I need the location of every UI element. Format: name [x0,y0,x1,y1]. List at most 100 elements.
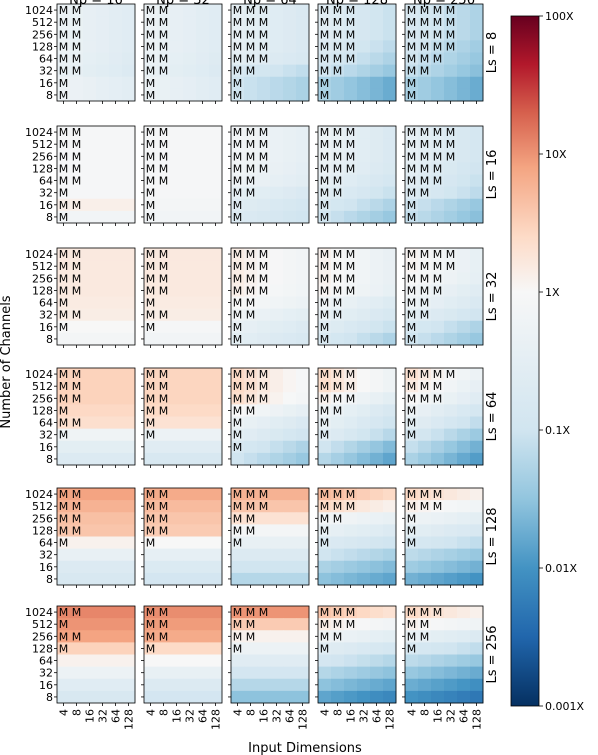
marker-label: M [407,40,417,53]
heatmap-cell [122,368,136,381]
marker-label: M [146,89,156,102]
heatmap-cell [431,248,445,261]
marker-label: M [320,537,330,550]
marker-label: M [259,138,269,151]
heatmap-cell [70,500,84,513]
heatmap-cell [296,416,310,430]
heatmap-cell [405,606,419,619]
heatmap-cell [122,40,136,53]
heatmap-cell [70,4,84,17]
heatmap-cell [96,284,110,297]
heatmap-cell [231,380,245,393]
marker-label: M [320,618,330,631]
heatmap-cell [109,428,123,442]
x-tick-label: 128 [471,709,484,730]
y-tick-label: 8 [46,211,53,224]
heatmap-cell [357,332,371,346]
heatmap-cell [231,320,245,334]
marker-label: M [72,28,82,41]
heatmap-cell [270,440,284,454]
heatmap-cell [70,630,84,643]
heatmap-cell [344,548,358,562]
marker-label: M [346,28,356,41]
heatmap-cell [270,512,284,525]
marker-label: M [72,248,82,261]
heatmap-cell [83,320,97,334]
x-tick-label: 16 [432,709,445,723]
heatmap-cell [183,654,197,668]
marker-label: M [72,272,82,285]
colorbar-tick-label: 1X [545,286,560,299]
heatmap-cell [70,308,84,322]
heatmap-cell [144,28,158,41]
heatmap-cell [444,138,458,151]
heatmap-cell [183,606,197,619]
heatmap-cell [231,16,245,29]
heatmap-cell [244,248,258,261]
heatmap-cell [257,284,271,297]
heatmap-cell [270,52,284,66]
heatmap-cell [170,320,184,334]
marker-label: M [146,126,156,139]
marker-label: M [246,297,256,310]
heatmap-cell [283,332,297,346]
marker-label: M [320,77,330,90]
marker-label: M [59,211,69,224]
marker-label: M [433,488,443,501]
heatmap-cell [122,690,136,704]
heatmap-cell [157,642,171,655]
heatmap-cell [431,332,445,346]
heatmap-cell [270,28,284,41]
heatmap-cell [83,284,97,297]
heatmap-cell [370,368,384,381]
column-title: Np = 256 [413,0,475,8]
heatmap-cell [383,332,397,346]
heatmap-cell [383,4,397,17]
heatmap-cell [418,320,432,334]
marker-label: M [420,297,430,310]
heatmap-cell [244,536,258,550]
heatmap-cell [383,52,397,66]
heatmap-cell [122,150,136,163]
row-title: Ls = 16 [485,150,500,200]
panel-frame [404,487,484,586]
heatmap-cell [183,440,197,454]
heatmap-cell [144,52,158,66]
y-tick-label: 8 [46,573,53,586]
heatmap-cell [244,198,258,212]
heatmap-cell [383,428,397,442]
heatmap-cell [244,380,258,393]
marker-label: M [72,500,82,513]
heatmap-cell [257,392,271,405]
heatmap-cell [296,88,310,102]
marker-label: M [446,28,456,41]
heatmap-cell [122,272,136,285]
heatmap-cell [344,260,358,273]
y-axis-label: Number of Channels [0,295,14,428]
y-tick-label: 1024 [25,248,53,261]
heatmap-cell [183,416,197,430]
heatmap-cell [318,332,332,346]
heatmap-cell [283,524,297,537]
heatmap-cell [383,500,397,513]
heatmap-cell [457,404,471,417]
marker-label: M [320,630,330,643]
heatmap-cell [183,678,197,692]
heatmap-cell [57,606,71,619]
heatmap-cell [383,248,397,261]
heatmap-cell [431,606,445,619]
heatmap-cell [183,296,197,310]
heatmap-cell [144,296,158,310]
marker-label: M [259,40,269,53]
heatmap-cell [209,572,223,586]
heatmap-cell [344,500,358,513]
heatmap-cell [270,548,284,562]
y-tick-label: 16 [39,321,53,334]
marker-label: M [320,404,330,417]
marker-label: M [407,53,417,66]
heatmap-cell [57,678,71,692]
marker-label: M [420,187,430,200]
